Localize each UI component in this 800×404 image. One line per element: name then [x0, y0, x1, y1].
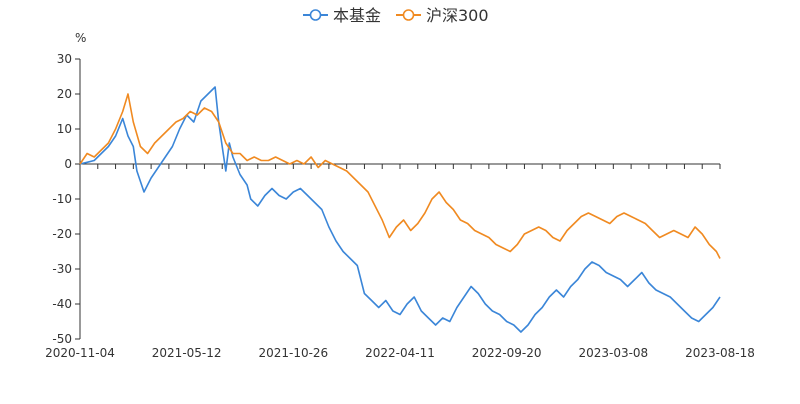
y-tick-label: -30: [52, 262, 72, 276]
y-tick-label: -20: [52, 227, 72, 241]
y-axis-unit: %: [75, 31, 86, 45]
y-tick-label: 30: [57, 52, 72, 66]
x-tick-label: 2022-04-11: [365, 346, 435, 360]
y-tick-label: -40: [52, 297, 72, 311]
y-tick-label: 20: [57, 87, 72, 101]
x-tick-label: 2021-10-26: [258, 346, 328, 360]
legend-marker-icon: [309, 9, 322, 21]
x-tick-label: 2023-03-08: [578, 346, 648, 360]
legend[interactable]: 本基金 沪深300: [303, 6, 489, 25]
x-tick-label: 2022-09-20: [472, 346, 542, 360]
y-tick-label: -50: [52, 332, 72, 346]
series-line-fund: [79, 86, 721, 333]
y-tick-label: 0: [64, 157, 72, 171]
x-tick-label: 2021-05-12: [152, 346, 222, 360]
x-tick-label: 2023-08-18: [685, 346, 755, 360]
y-tick-label: -10: [52, 192, 72, 206]
y-axis: 30 20 10 0 -10 -20 -30 -40 -50: [52, 52, 81, 346]
legend-item-csi300[interactable]: 沪深300: [396, 6, 489, 25]
x-tick-label: 2020-11-04: [45, 346, 115, 360]
series-layer: [79, 86, 721, 333]
x-axis: 2020-11-04 2021-05-12 2021-10-26 2022-04-11…: [45, 163, 755, 360]
legend-marker-icon: [402, 9, 415, 21]
legend-label: 本基金: [333, 6, 381, 25]
legend-item-fund[interactable]: 本基金: [303, 6, 381, 25]
y-tick-label: 10: [57, 122, 72, 136]
legend-label: 沪深300: [426, 6, 489, 25]
series-line-csi300: [79, 93, 721, 259]
